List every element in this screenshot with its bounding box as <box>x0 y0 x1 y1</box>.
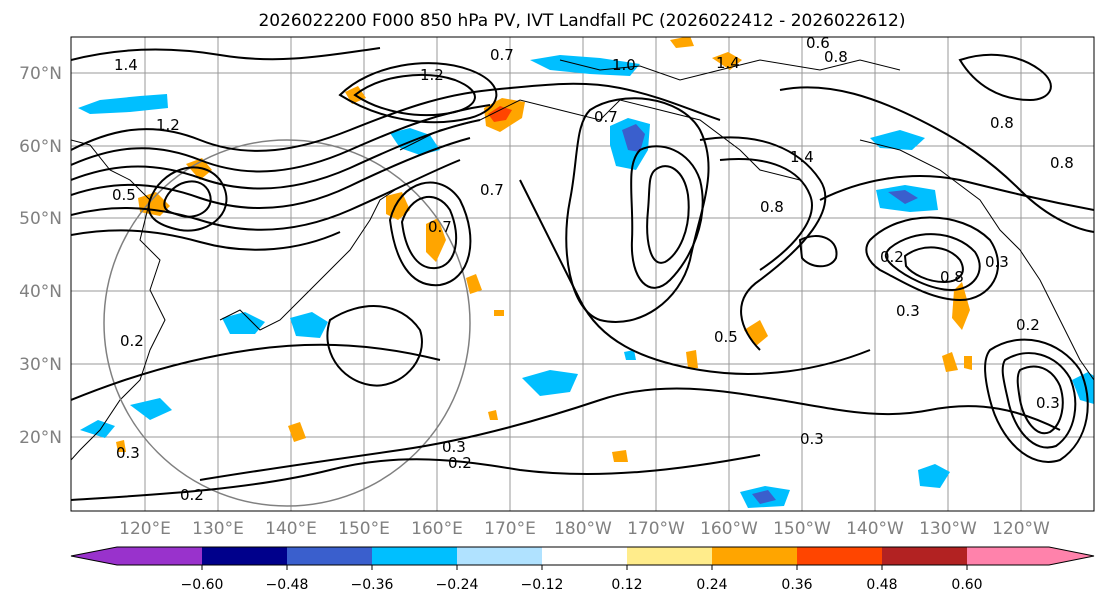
colorbar-tick-label: −0.12 <box>521 577 564 593</box>
colorbar-outline <box>70 546 1095 566</box>
contour-label: 0.8 <box>940 268 964 286</box>
contour-label: 0.8 <box>824 48 848 66</box>
colorbar-extend-low <box>71 547 117 565</box>
colorbar-tick-label: 0.12 <box>611 577 642 593</box>
contour-label: 0.3 <box>116 444 140 462</box>
colorbar-segment <box>117 547 202 565</box>
contour-label: 0.3 <box>442 438 466 456</box>
colorbar-segment <box>372 547 457 565</box>
contour-label: 0.3 <box>896 302 920 320</box>
lon-label: 180°W <box>554 519 612 539</box>
lon-label: 170°E <box>484 519 536 539</box>
map-title: 2026022200 F000 850 hPa PV, IVT Landfall… <box>258 11 905 31</box>
lon-label: 120°W <box>992 519 1050 539</box>
lat-label: 30°N <box>19 355 62 375</box>
contour-label: 0.2 <box>180 486 204 504</box>
contour-label: 1.2 <box>420 66 444 84</box>
colorbar-segment <box>202 547 287 565</box>
colorbar-segment <box>882 547 967 565</box>
colorbar: −0.60 −0.48 −0.36 −0.24 −0.12 0.12 0.24 … <box>70 546 1095 593</box>
lon-label: 170°W <box>627 519 685 539</box>
contour-label: 0.7 <box>594 108 618 126</box>
contour-label: 0.7 <box>428 218 452 236</box>
map-frame <box>70 36 1095 512</box>
lat-label: 50°N <box>19 209 62 229</box>
contour-label: 0.2 <box>120 332 144 350</box>
contour-label: 1.4 <box>716 54 740 72</box>
lon-label: 140°W <box>846 519 904 539</box>
lon-label: 160°W <box>700 519 758 539</box>
map-panel: 1.4 1.2 0.7 1.0 0.8 0.6 0.8 0.7 1.2 1.4 … <box>70 34 1095 512</box>
contour-label: 0.7 <box>480 181 504 199</box>
contour-label: 1.4 <box>790 148 814 166</box>
pv-shading <box>78 37 1094 508</box>
lon-label: 130°E <box>192 519 244 539</box>
contour-label: 0.8 <box>1050 154 1074 172</box>
latitude-labels: 70°N 60°N 50°N 40°N 30°N 20°N <box>19 64 62 448</box>
contour-label: 0.6 <box>806 34 830 52</box>
colorbar-ticks <box>201 565 968 570</box>
colorbar-tick-label: 0.48 <box>866 577 897 593</box>
colorbar-tick-label: −0.36 <box>351 577 394 593</box>
colorbar-tick-label: 0.24 <box>696 577 727 593</box>
lon-label: 140°E <box>265 519 317 539</box>
lon-label: 130°W <box>919 519 977 539</box>
contour-label: 0.2 <box>448 454 472 472</box>
lat-label: 60°N <box>19 137 62 157</box>
range-ring <box>103 139 471 507</box>
lat-label: 70°N <box>19 64 62 84</box>
colorbar-segment <box>627 547 712 565</box>
lat-label: 20°N <box>19 428 62 448</box>
colorbar-tick-label: −0.60 <box>181 577 224 593</box>
contour-label: 0.3 <box>1036 394 1060 412</box>
pv-contours <box>71 47 1094 501</box>
colorbar-tick-label: 0.60 <box>951 577 982 593</box>
contour-label: 0.7 <box>490 46 514 64</box>
colorbar-segment <box>542 547 627 565</box>
contour-label: 1.0 <box>612 56 636 74</box>
contour-label: 1.4 <box>114 56 138 74</box>
colorbar-segment <box>712 547 797 565</box>
contour-label: 0.5 <box>112 186 136 204</box>
colorbar-extend-high <box>1049 547 1094 565</box>
lon-label: 120°E <box>119 519 171 539</box>
colorbar-tick-label: −0.24 <box>436 577 479 593</box>
contour-label: 1.2 <box>156 116 180 134</box>
colorbar-segment <box>797 547 882 565</box>
contour-label: 0.3 <box>800 430 824 448</box>
map-content: 1.4 1.2 0.7 1.0 0.8 0.6 0.8 0.7 1.2 1.4 … <box>71 34 1094 511</box>
contour-label: 0.8 <box>760 198 784 216</box>
colorbar-segment <box>457 547 542 565</box>
contour-label: 0.5 <box>714 328 738 346</box>
colorbar-segment <box>967 547 1049 565</box>
longitude-labels: 120°E 130°E 140°E 150°E 160°E 170°E 180°… <box>119 519 1050 539</box>
lat-label: 40°N <box>19 282 62 302</box>
lon-label: 150°W <box>773 519 831 539</box>
colorbar-tick-label: 0.36 <box>781 577 812 593</box>
contour-label: 0.3 <box>985 253 1009 271</box>
lon-label: 160°E <box>411 519 463 539</box>
lon-label: 150°E <box>338 519 390 539</box>
colorbar-tick-label: −0.48 <box>266 577 309 593</box>
contour-labels: 1.4 1.2 0.7 1.0 0.8 0.6 0.8 0.7 1.2 1.4 … <box>112 34 1074 504</box>
contour-label: 0.2 <box>880 248 904 266</box>
colorbar-segment <box>287 547 372 565</box>
contour-label: 0.8 <box>990 114 1014 132</box>
contour-label: 0.2 <box>1016 316 1040 334</box>
